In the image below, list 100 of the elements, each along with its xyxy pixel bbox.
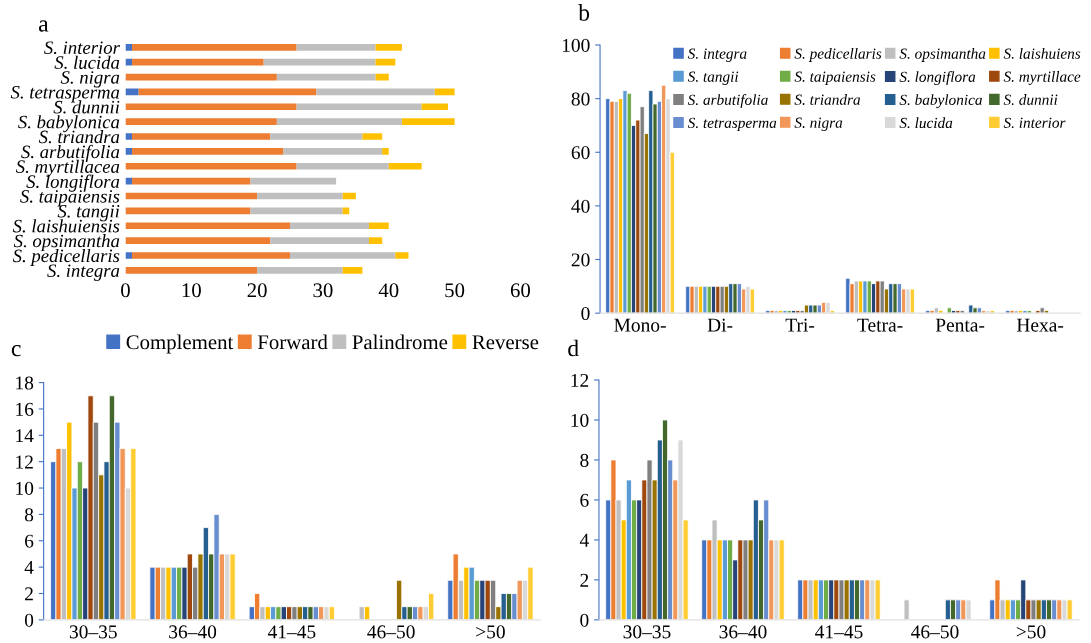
bar (749, 288, 755, 314)
y-tick-label: S. lucida (54, 55, 120, 69)
x-tick-label: Penta- (935, 318, 985, 332)
bar (125, 252, 133, 259)
y-tick-label: 16 (16, 402, 34, 416)
bar (132, 148, 284, 155)
legend-label: S. arbutifolia (687, 94, 768, 109)
bar (125, 118, 277, 125)
y-tick-label: 10 (571, 413, 589, 427)
legend-label: S. longiflora (899, 71, 976, 86)
bar (132, 43, 297, 51)
x-tick-label: Hexa- (1016, 318, 1064, 332)
bar (125, 222, 291, 230)
legend-label: S. laishuiens (1003, 48, 1081, 59)
chart-title: c (11, 344, 21, 357)
bar (125, 207, 251, 215)
y-tick-label: 10 (16, 481, 34, 495)
bar (421, 103, 448, 111)
y-tick-label: 6 (580, 493, 589, 507)
legend-label: S. nigra (794, 117, 843, 131)
legend-label: S. myrtillace (1003, 71, 1081, 85)
legend-label: S. tangii (687, 71, 739, 85)
legend-label: Complement (126, 334, 234, 354)
bar (316, 88, 435, 96)
y-tick-label: 12 (16, 455, 33, 469)
bar (375, 58, 396, 66)
chart-title: b (578, 4, 590, 21)
x-tick-label: 40 (378, 283, 399, 298)
bar (125, 133, 133, 140)
legend-label: S. interior (1003, 117, 1066, 128)
bar (362, 133, 383, 140)
bar (132, 177, 251, 185)
bar (283, 148, 383, 155)
y-tick-label: 14 (16, 429, 34, 443)
x-tick-label: 60 (510, 283, 531, 298)
bar (257, 267, 343, 274)
bar (862, 280, 868, 314)
y-tick-label: 0 (24, 613, 34, 627)
bar (263, 58, 376, 66)
y-tick-label: S. interior (44, 41, 120, 55)
bar (125, 162, 297, 170)
x-tick-label: 20 (247, 283, 267, 298)
bar (290, 252, 396, 259)
bar (257, 192, 343, 200)
bar (125, 103, 297, 111)
bar (296, 162, 389, 170)
bar (903, 599, 910, 620)
x-tick-label: 30–35 (69, 625, 117, 639)
y-tick-label: 60 (571, 146, 590, 160)
bar (909, 288, 915, 314)
bar (609, 100, 615, 314)
bar (702, 285, 708, 314)
y-tick-label: 2 (580, 573, 589, 587)
bar (132, 133, 271, 140)
x-tick-label: >50 (476, 625, 505, 639)
y-tick-label: 40 (571, 199, 590, 213)
bar (342, 267, 363, 274)
x-tick-label: 10 (182, 283, 201, 298)
bar (125, 148, 133, 155)
legend-label: Palindrome (352, 334, 448, 350)
x-tick-label: Di- (707, 318, 733, 332)
legend-label: S. pedicellaris (794, 48, 882, 62)
bar (689, 285, 695, 314)
x-tick-label: 36–40 (719, 625, 767, 639)
bar (369, 222, 389, 230)
x-tick-label: 30–35 (623, 625, 671, 639)
x-tick-label: 46–50 (367, 625, 415, 639)
y-tick-label: 0 (581, 306, 590, 321)
legend-label: S. lucida (899, 117, 953, 129)
legend-label: Forward (257, 334, 328, 350)
bar (276, 118, 402, 125)
x-tick-label: 36–40 (169, 625, 217, 639)
bar (382, 148, 389, 155)
bar (396, 579, 403, 620)
x-tick-label: >50 (1016, 625, 1046, 639)
bar (395, 252, 409, 259)
x-tick-label: 41–45 (267, 625, 316, 639)
y-tick-label: 8 (24, 508, 34, 522)
x-tick-label: 46–50 (911, 625, 959, 639)
bar (388, 162, 422, 170)
y-tick-label: 18 (16, 376, 34, 390)
bar (434, 88, 455, 96)
y-tick-label: 6 (25, 534, 34, 548)
legend-label: Reverse (472, 335, 539, 350)
y-tick-label: 20 (571, 253, 590, 267)
bar (369, 237, 383, 244)
bar (276, 73, 376, 81)
chart-title: a (39, 20, 49, 32)
y-tick-label: 2 (25, 587, 33, 601)
bar (732, 283, 738, 314)
y-tick-label: 100 (562, 38, 590, 52)
legend-label: S. triandra (794, 94, 861, 105)
bar (125, 43, 133, 51)
bar (622, 90, 628, 314)
y-tick-label: 8 (580, 453, 589, 467)
bar (375, 43, 402, 51)
bar (719, 285, 725, 314)
bar (879, 280, 885, 314)
y-tick-label: 12 (571, 373, 589, 387)
x-tick-label: 0 (121, 283, 130, 298)
